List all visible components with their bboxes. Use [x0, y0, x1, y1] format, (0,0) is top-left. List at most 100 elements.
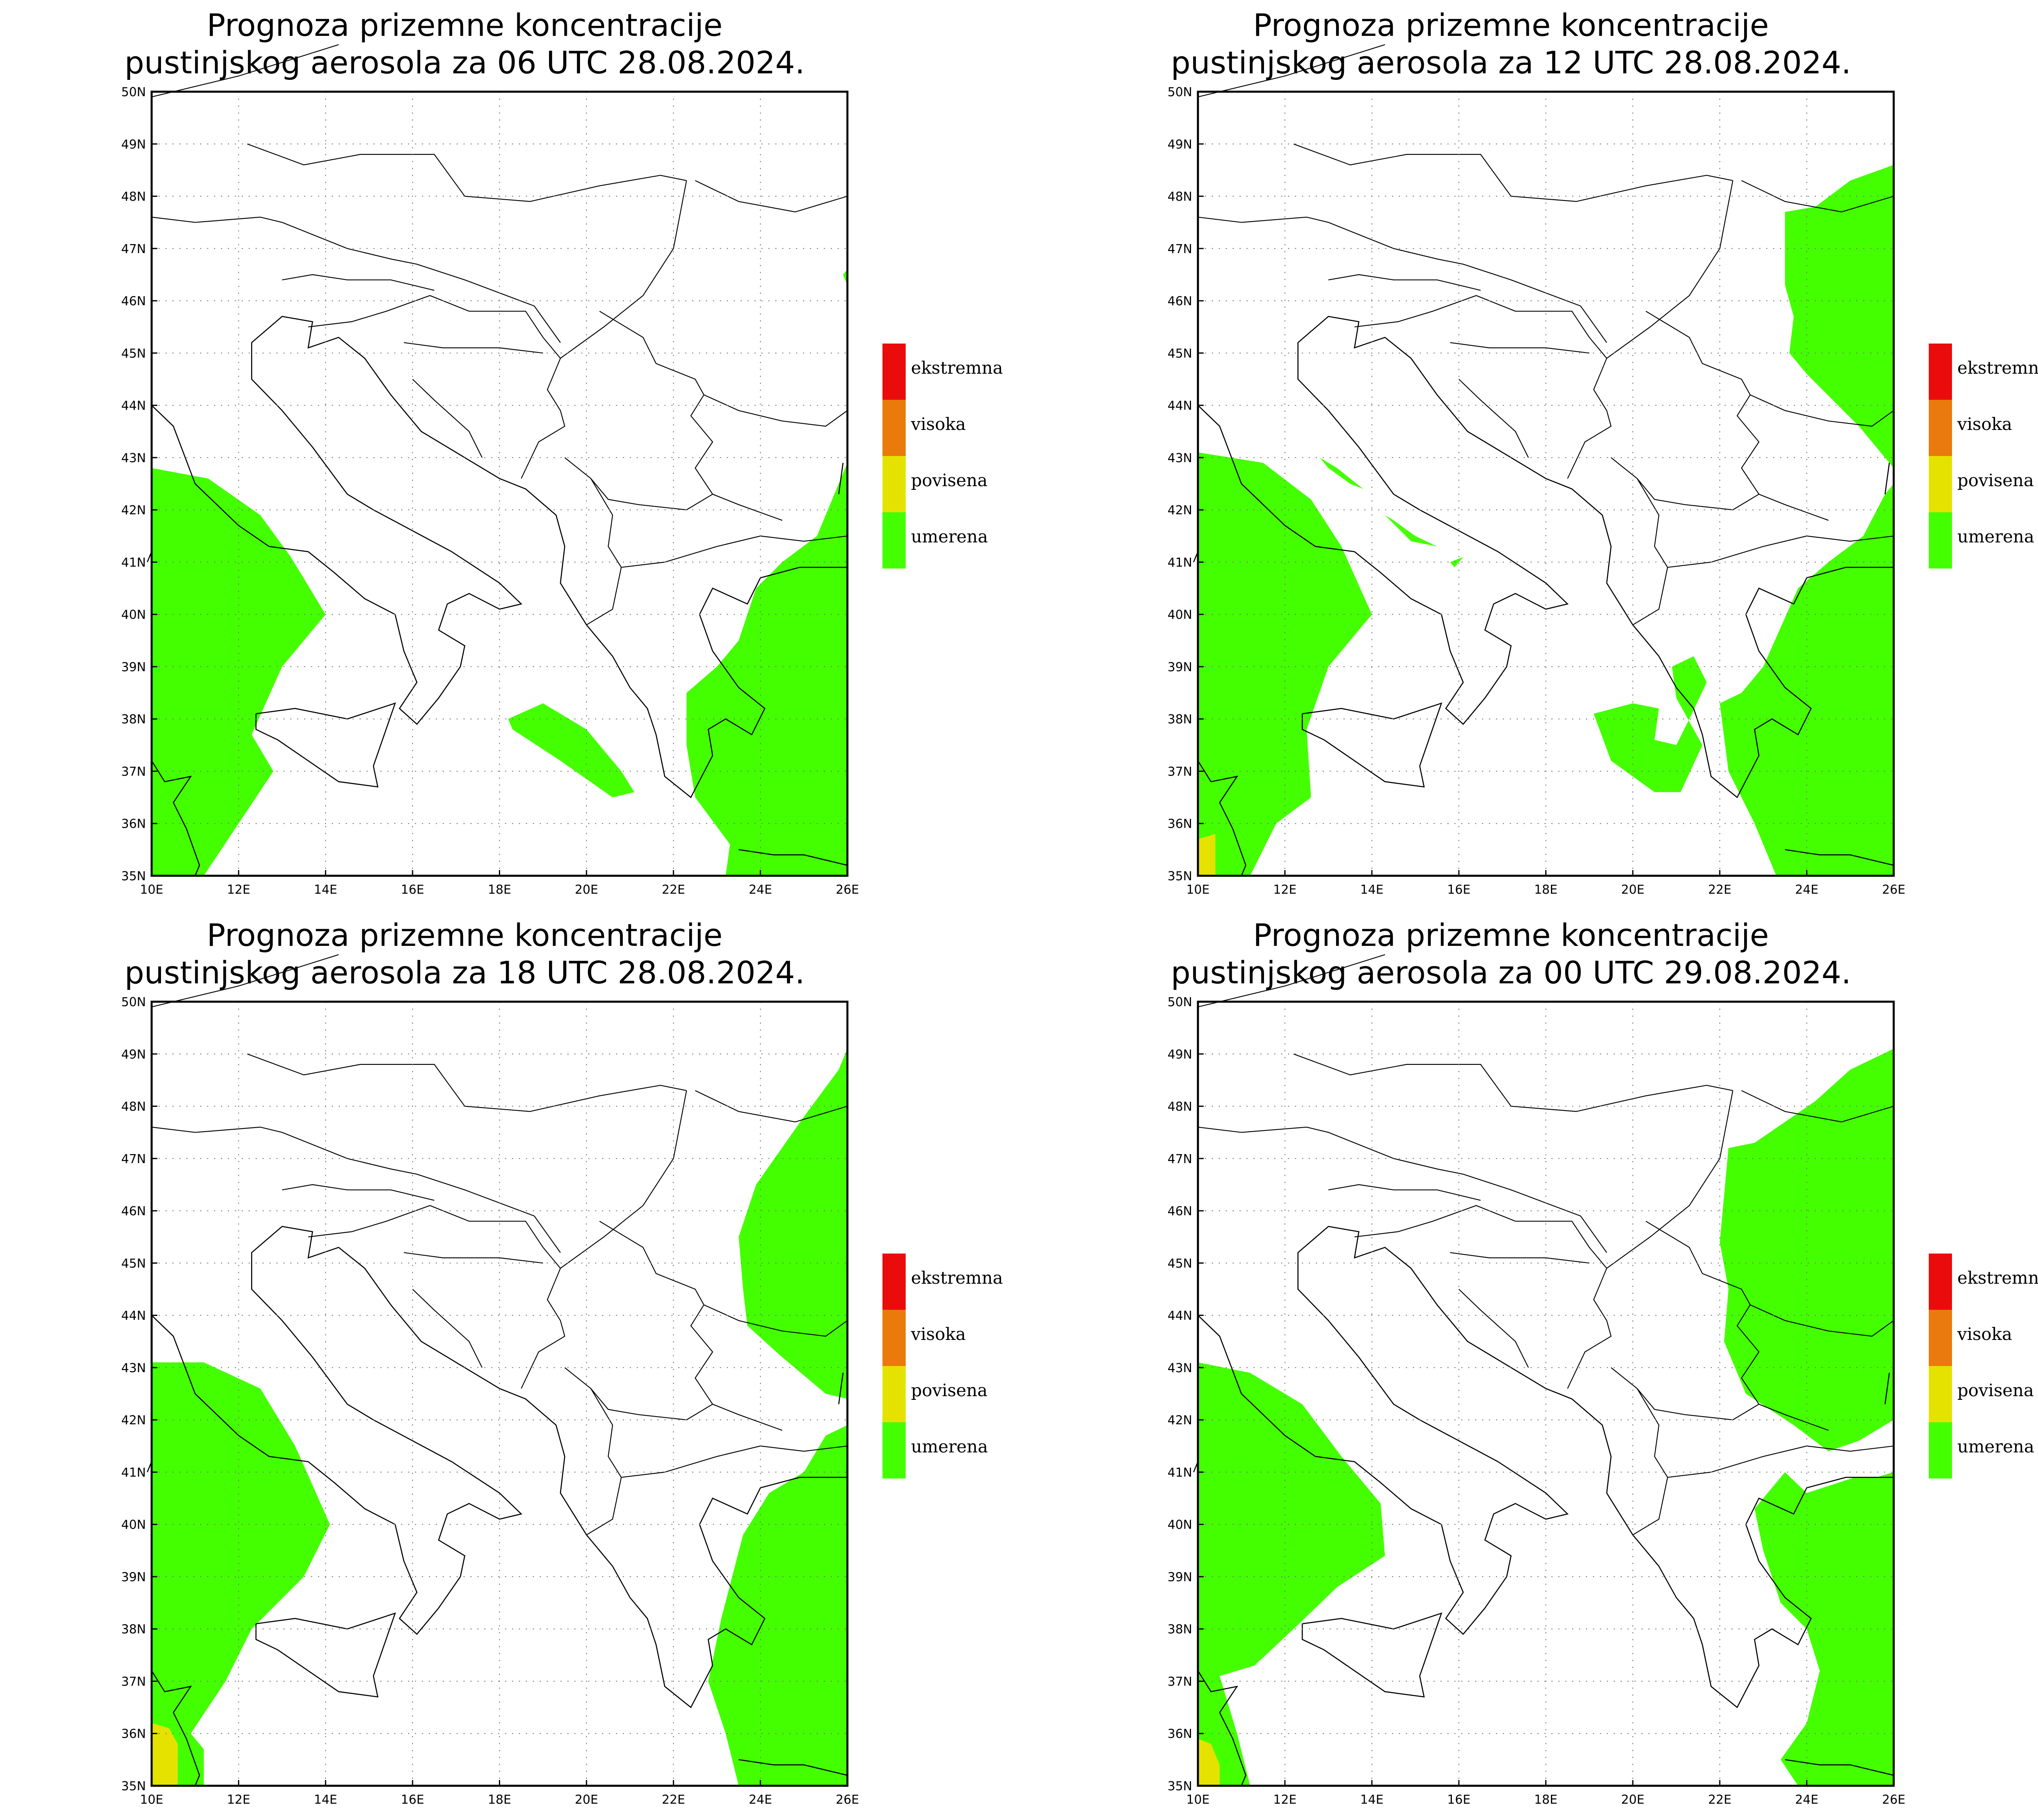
- lat-tick-label: 48N: [1167, 1100, 1192, 1114]
- map-title-line2: pustinjskog aerosola za 12 UTC 28.08.202…: [1171, 44, 1851, 81]
- lat-tick-label: 35N: [121, 869, 146, 884]
- coastline-1: [1301, 1612, 1442, 1698]
- coastline-4: [1785, 1759, 1894, 1776]
- forecast-map-1: Prognoza prizemne koncentracije pustinjs…: [121, 7, 1003, 897]
- concentration-legend: ekstremna visoka povisena umerena: [1929, 1254, 2038, 1478]
- lon-tick-label: 20E: [1621, 883, 1644, 897]
- border-10: [1667, 1445, 1894, 1478]
- legend-swatch-umerena: [882, 512, 906, 568]
- coastline-5: [1884, 463, 1890, 494]
- forecast-panel-3: Prognoza prizemne koncentracije pustinjs…: [0, 910, 1046, 1820]
- coastline-1: [255, 1612, 396, 1698]
- umerena-region-2: [739, 1049, 847, 1399]
- lat-tick-label: 39N: [1167, 660, 1192, 674]
- map-title-line1: Prognoza prizemne koncentracije: [1253, 7, 1769, 43]
- border-6: [1458, 1289, 1529, 1368]
- lat-tick-label: 46N: [121, 294, 146, 308]
- border-4: [1354, 295, 1612, 479]
- lat-tick-label: 43N: [1167, 451, 1192, 465]
- lon-tick-label: 26E: [836, 883, 859, 897]
- lat-tick-label: 39N: [121, 1570, 146, 1584]
- lon-tick-label: 14E: [1360, 883, 1383, 897]
- lat-tick-label: 43N: [121, 1361, 146, 1375]
- border-5: [404, 1252, 543, 1264]
- legend-swatch-povisena: [882, 1366, 906, 1422]
- border-12: [695, 1090, 848, 1123]
- lon-tick-label: 10E: [1186, 883, 1209, 897]
- legend-swatch-umerena: [1929, 1422, 1952, 1478]
- umerena-region-2: [1720, 1049, 1894, 1452]
- lon-tick-label: 20E: [575, 1793, 598, 1807]
- lon-tick-label: 24E: [749, 883, 772, 897]
- border-1: [1293, 143, 1733, 202]
- map-title-line1: Prognoza prizemne koncentracije: [207, 7, 723, 43]
- legend-label-povisena: povisena: [1957, 1380, 2034, 1400]
- lat-tick-label: 37N: [1167, 1675, 1192, 1689]
- lat-tick-label: 37N: [1167, 765, 1192, 779]
- umerena-region-1: [508, 703, 635, 798]
- legend-swatch-ekstremna: [1929, 1254, 1952, 1310]
- lat-tick-label: 36N: [1167, 817, 1192, 831]
- lon-tick-label: 10E: [140, 1793, 163, 1807]
- umerena-region-1: [1754, 1472, 1894, 1786]
- lat-tick-label: 38N: [121, 1622, 146, 1637]
- lon-tick-label: 24E: [1795, 1793, 1818, 1807]
- legend-swatch-ekstremna: [882, 344, 906, 400]
- lat-tick-label: 42N: [121, 503, 146, 518]
- umerena-region-6: [1785, 165, 1894, 468]
- border-12: [1741, 180, 1894, 213]
- lat-tick-label: 45N: [121, 1256, 146, 1271]
- lat-tick-label: 48N: [121, 1100, 146, 1114]
- lat-tick-label: 37N: [121, 1675, 146, 1689]
- legend-swatch-povisena: [1929, 456, 1952, 512]
- border-3: [282, 274, 435, 291]
- lon-tick-label: 12E: [227, 883, 250, 897]
- coastline-1: [255, 702, 396, 788]
- border-6: [1458, 379, 1529, 458]
- coastline-4: [739, 849, 848, 866]
- coastline-5: [838, 463, 844, 494]
- coastline-3: [151, 1670, 200, 1786]
- border-2: [1198, 954, 1385, 1007]
- legend-label-ekstremna: ekstremna: [911, 1268, 1003, 1288]
- umerena-region-1: [1319, 457, 1363, 489]
- lat-tick-label: 36N: [1167, 1727, 1192, 1741]
- lon-tick-label: 24E: [749, 1793, 772, 1807]
- lat-tick-label: 40N: [1167, 608, 1192, 622]
- forecast-map-2: Prognoza prizemne koncentracije pustinjs…: [1167, 7, 2038, 897]
- lon-tick-label: 18E: [488, 883, 511, 897]
- lon-tick-label: 16E: [401, 1793, 424, 1807]
- lat-tick-label: 39N: [121, 660, 146, 674]
- lat-tick-label: 49N: [1167, 137, 1192, 152]
- umerena-region-5: [1720, 484, 1894, 876]
- povisena-region-7: [1198, 834, 1215, 876]
- lat-tick-label: 41N: [1167, 555, 1192, 570]
- border-12: [695, 180, 848, 213]
- coastline-3: [1197, 760, 1246, 876]
- povisena-region-3: [152, 1723, 178, 1786]
- axis-ticks: 10E 12E 14E 16E 18E 20E 22E 24E 26E 35N 36N 37N 38N 3…: [1167, 995, 1905, 1807]
- legend-label-ekstremna: ekstremna: [911, 358, 1003, 378]
- lat-tick-label: 43N: [1167, 1361, 1192, 1375]
- legend-swatch-povisena: [882, 456, 906, 512]
- border-9: [1632, 478, 1668, 626]
- border-10: [621, 535, 848, 568]
- lon-tick-label: 18E: [1534, 883, 1557, 897]
- umerena-region-4: [1593, 656, 1707, 792]
- lon-tick-label: 22E: [1708, 1793, 1731, 1807]
- lon-tick-label: 10E: [140, 883, 163, 897]
- legend-swatch-visoka: [882, 1310, 906, 1366]
- lat-tick-label: 50N: [1167, 995, 1192, 1009]
- umerena-region-0: [1198, 452, 1372, 876]
- legend-label-visoka: visoka: [911, 414, 966, 434]
- legend-label-visoka: visoka: [1957, 1324, 2012, 1344]
- lat-tick-label: 45N: [1167, 1256, 1192, 1271]
- umerena-region-0: [1198, 1362, 1385, 1786]
- lat-tick-label: 38N: [1167, 1622, 1192, 1637]
- border-7: [560, 1090, 687, 1269]
- lon-tick-label: 16E: [1447, 1793, 1471, 1807]
- umerena-region-2: [1385, 515, 1437, 546]
- legend-label-umerena: umerena: [911, 1437, 988, 1456]
- lat-tick-label: 39N: [1167, 1570, 1192, 1584]
- lat-tick-label: 44N: [121, 399, 146, 413]
